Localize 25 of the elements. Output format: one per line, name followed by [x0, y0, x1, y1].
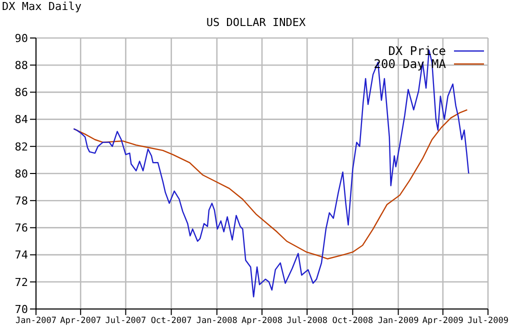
- y-tick-label: 74: [14, 248, 28, 262]
- y-tick-label: 90: [14, 32, 28, 45]
- chart-title: US DOLLAR INDEX: [205, 16, 307, 29]
- chart-subtitle: DX Max Daily: [2, 0, 82, 13]
- x-tick-label: Apr-2009: [422, 316, 464, 326]
- y-tick-label: 76: [14, 222, 28, 235]
- x-tick-label: Jul-2007: [105, 316, 146, 326]
- x-tick-label: Jan-2008: [196, 316, 238, 326]
- y-tick-label: 82: [14, 140, 28, 154]
- y-tick-label: 72: [14, 276, 28, 289]
- x-tick-label: Jul-2009: [468, 316, 508, 326]
- y-tick-label: 80: [14, 167, 28, 180]
- x-tick-label: Oct-2007: [150, 316, 192, 326]
- x-tick-label: Oct-2008: [332, 316, 374, 326]
- x-tick-label: Apr-2007: [60, 316, 102, 326]
- x-tick-label: Jul-2008: [286, 316, 328, 326]
- y-tick-label: 88: [14, 59, 28, 72]
- x-tick-label: Apr-2008: [242, 316, 282, 326]
- legend-label: DX Price: [388, 44, 446, 58]
- y-tick-label: 84: [14, 113, 28, 126]
- y-tick-label: 78: [14, 194, 28, 208]
- y-tick-label: 70: [14, 302, 28, 316]
- y-tick-label: 86: [14, 86, 28, 100]
- x-tick-label: Jan-2009: [378, 316, 419, 326]
- x-tick-label: Jan-2007: [16, 316, 56, 326]
